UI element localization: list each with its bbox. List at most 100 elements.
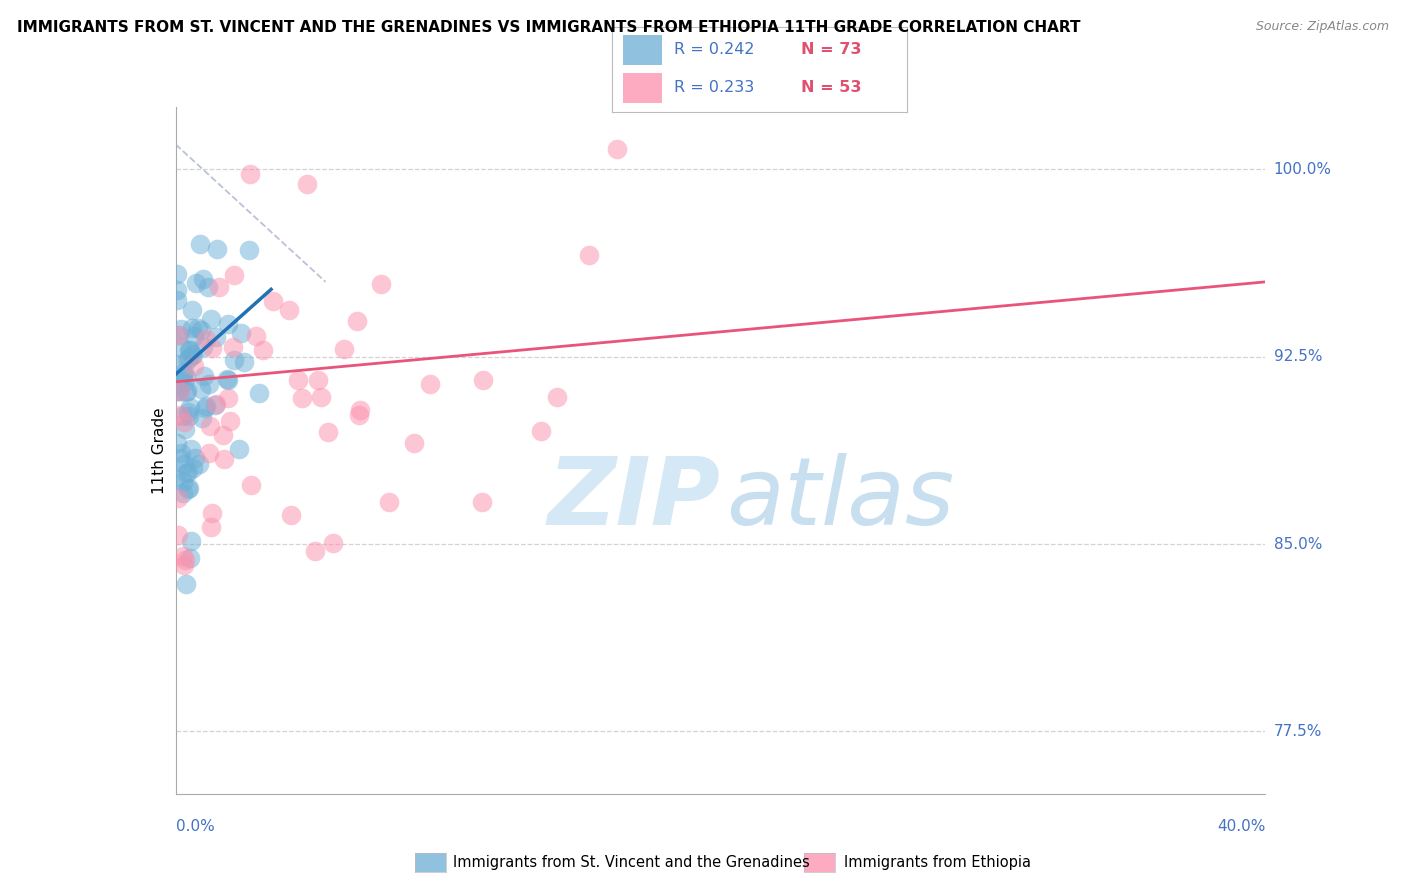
Point (606, 142, 628, 156)
Point (179, 343, 201, 358)
Point (262, 294, 284, 309)
Point (370, 277, 392, 291)
Point (172, 485, 194, 500)
Point (166, 293, 188, 307)
Point (217, 372, 239, 386)
Point (172, 368, 194, 382)
Point (176, 352, 198, 367)
Point (184, 276, 207, 290)
Point (205, 242, 228, 256)
Point (180, 442, 202, 457)
Point (217, 317, 239, 331)
Point (177, 409, 200, 424)
Point (219, 414, 242, 428)
Point (166, 267, 188, 281)
Point (177, 482, 200, 496)
Point (290, 391, 312, 405)
Point (176, 384, 198, 399)
Point (174, 384, 197, 399)
Point (170, 446, 193, 460)
Point (194, 332, 217, 346)
Point (188, 236, 211, 251)
Point (167, 384, 190, 398)
Point (181, 348, 204, 362)
Point (174, 466, 197, 480)
Point (177, 343, 200, 357)
Text: atlas: atlas (725, 453, 955, 544)
Point (173, 375, 195, 389)
Point (245, 328, 267, 343)
Text: Immigrants from Ethiopia: Immigrants from Ethiopia (844, 855, 1031, 870)
Point (173, 558, 195, 572)
Point (193, 340, 215, 354)
Point (472, 373, 495, 387)
Text: R = 0.242: R = 0.242 (673, 42, 754, 57)
Point (167, 528, 190, 542)
Point (167, 384, 190, 398)
Point (378, 494, 401, 508)
Point (222, 340, 245, 354)
Point (222, 353, 245, 368)
Point (177, 405, 200, 419)
Text: IMMIGRANTS FROM ST. VINCENT AND THE GRENADINES VS IMMIGRANTS FROM ETHIOPIA 11TH : IMMIGRANTS FROM ST. VINCENT AND THE GREN… (17, 20, 1080, 35)
Point (170, 322, 193, 336)
Point (179, 351, 201, 365)
Text: R = 0.233: R = 0.233 (673, 80, 754, 95)
Point (187, 320, 209, 334)
Point (347, 408, 370, 422)
Point (195, 399, 218, 413)
Point (167, 328, 190, 343)
Point (197, 280, 219, 294)
Point (173, 365, 195, 379)
Point (170, 409, 193, 424)
Point (287, 373, 309, 387)
Point (190, 382, 212, 396)
Point (349, 402, 371, 417)
Point (247, 386, 270, 401)
Point (184, 451, 207, 466)
Point (197, 377, 219, 392)
Point (280, 508, 302, 523)
Point (177, 465, 200, 479)
Point (190, 323, 212, 337)
Point (205, 329, 228, 343)
Point (239, 167, 262, 181)
Point (180, 303, 202, 318)
Point (229, 326, 252, 341)
Point (471, 495, 494, 509)
Point (179, 401, 201, 415)
Point (295, 177, 318, 191)
Point (346, 314, 368, 328)
Text: 92.5%: 92.5% (1274, 350, 1322, 364)
Point (180, 347, 202, 361)
Point (174, 422, 197, 436)
Point (208, 280, 231, 294)
Point (304, 544, 326, 558)
Point (530, 425, 553, 439)
Point (204, 397, 226, 411)
Point (173, 415, 195, 429)
Point (311, 390, 333, 404)
Point (170, 340, 193, 354)
Point (404, 435, 426, 450)
Point (181, 461, 204, 475)
Point (172, 475, 194, 490)
Point (169, 408, 191, 422)
Point (217, 373, 239, 387)
Point (174, 577, 197, 591)
Point (278, 303, 301, 318)
Point (180, 534, 202, 549)
Point (165, 357, 187, 371)
Bar (623, 36, 662, 65)
Point (418, 377, 440, 392)
Point (166, 283, 188, 297)
Point (224, 268, 246, 282)
Point (232, 354, 254, 368)
Text: ZIP: ZIP (548, 452, 721, 544)
Point (546, 390, 568, 404)
Point (190, 411, 212, 425)
Point (191, 272, 214, 286)
Text: 40.0%: 40.0% (1218, 819, 1265, 834)
Point (181, 320, 204, 334)
Point (200, 506, 222, 520)
